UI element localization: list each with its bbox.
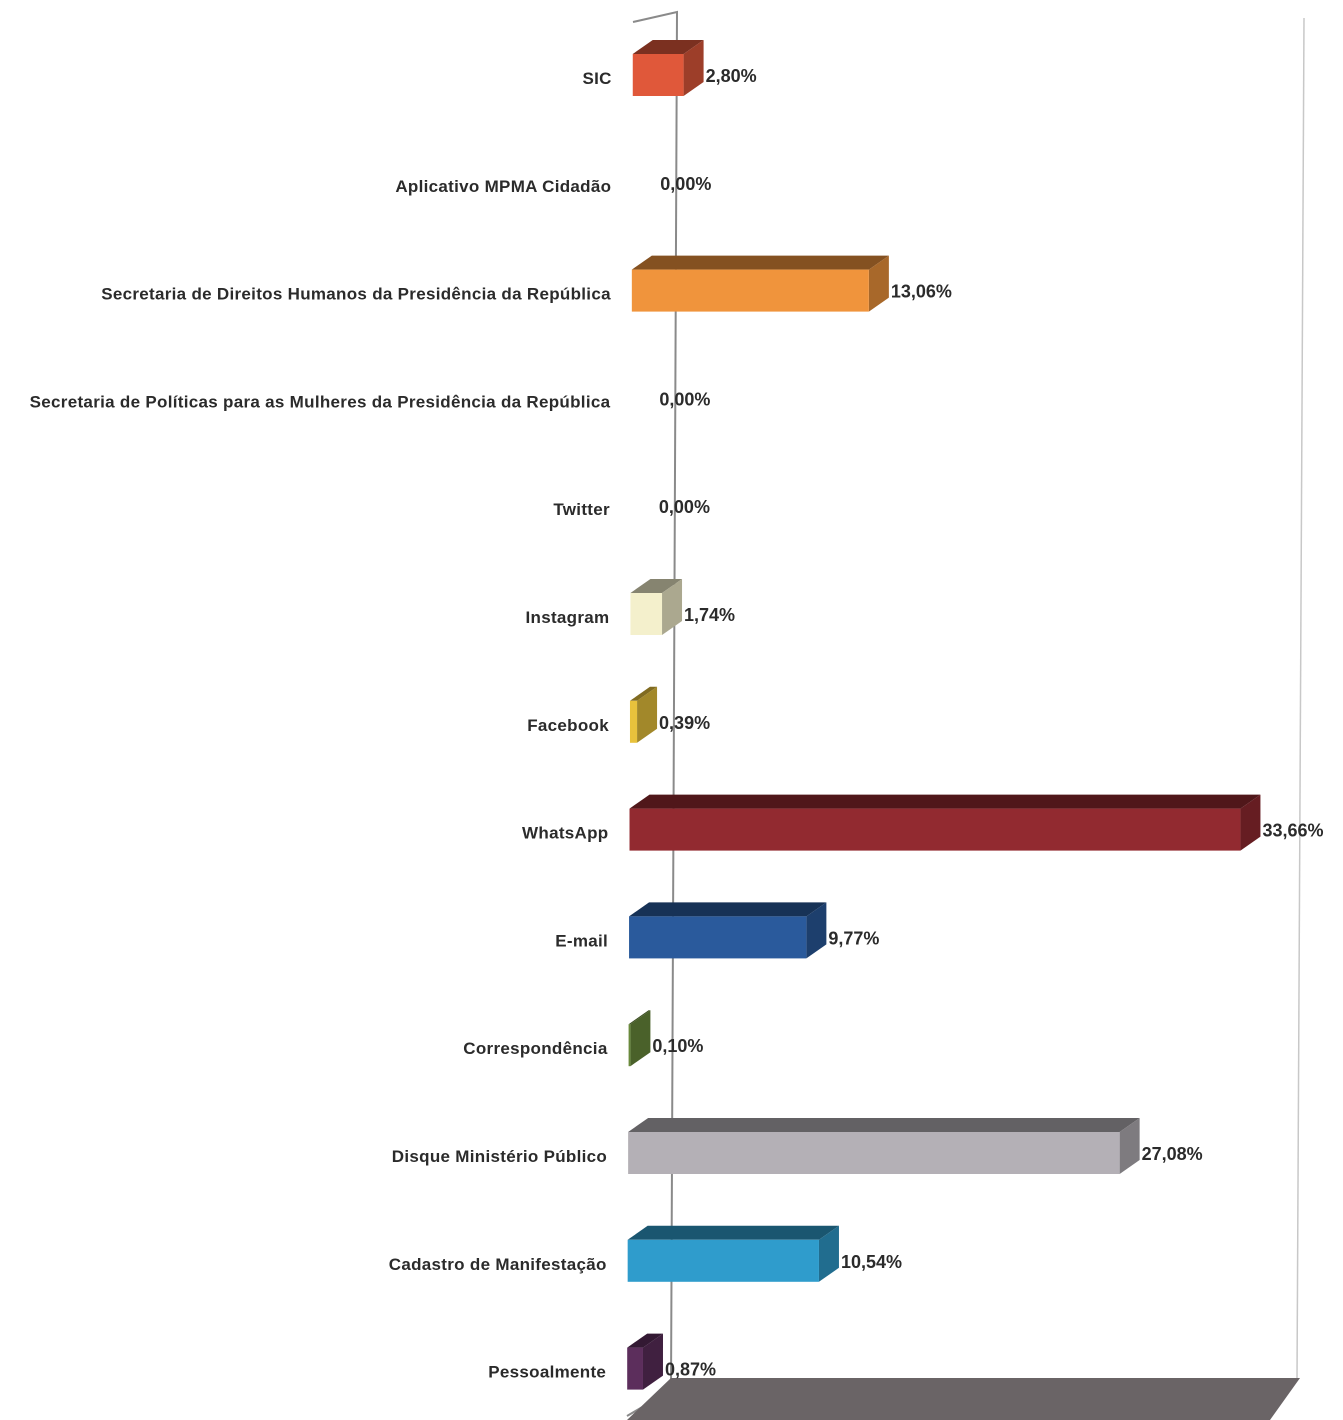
bar-8: [629, 902, 827, 959]
value-label-9: 0,10%: [652, 1036, 703, 1056]
category-label-8: E-mail: [555, 931, 608, 950]
bar-top-face: [627, 1225, 839, 1240]
bar-7: [629, 794, 1261, 851]
value-label-0: 2,80%: [706, 66, 757, 86]
category-label-11: Cadastro de Manifestação: [389, 1255, 607, 1274]
value-label-6: 0,39%: [659, 713, 710, 733]
bar-side-face: [1240, 794, 1261, 851]
bar-side-face: [683, 40, 704, 96]
category-label-5: Instagram: [525, 608, 609, 627]
bar-9: [628, 1010, 651, 1067]
bar-side-face: [818, 1225, 839, 1282]
category-label-3: Secretaria de Políticas para as Mulheres…: [30, 392, 611, 411]
bar-side-face: [662, 579, 683, 635]
bar-front-face: [629, 808, 1241, 851]
bar-side-face: [630, 1010, 651, 1067]
bar-top-face: [631, 255, 889, 270]
bar-12: [627, 1333, 663, 1390]
bar-10: [628, 1118, 1140, 1174]
category-label-7: WhatsApp: [522, 824, 608, 843]
value-label-12: 0,87%: [665, 1360, 716, 1380]
value-label-3: 0,00%: [659, 389, 710, 409]
category-label-6: Facebook: [527, 716, 609, 735]
category-label-12: Pessoalmente: [488, 1363, 606, 1382]
value-label-4: 0,00%: [659, 497, 710, 517]
category-label-2: Secretaria de Direitos Humanos da Presid…: [101, 285, 611, 304]
bar-0: [632, 40, 704, 96]
bar-front-face: [632, 54, 684, 96]
bar-11: [627, 1225, 839, 1282]
category-label-10: Disque Ministério Público: [392, 1147, 607, 1166]
chart-walls: [626, 10, 1305, 1420]
bar-side-face: [1119, 1118, 1140, 1174]
bar-front-face: [629, 700, 638, 743]
bar-top-face: [629, 686, 658, 701]
bar-6: [629, 686, 658, 743]
category-label-9: Correspondência: [463, 1039, 608, 1058]
bar-top-face: [628, 1010, 651, 1025]
bar-top-face: [628, 1118, 1140, 1132]
value-labels: 2,80% 0,00% 13,06% 0,00% 0,00% 1,74% 0,39% 33,6…: [652, 66, 1323, 1380]
bar-series: [627, 40, 1261, 1390]
category-labels: SIC Aplicativo MPMA Cidadão Secretaria de …: [30, 69, 612, 1382]
bar-2: [631, 255, 889, 312]
bar-front-face: [627, 1239, 819, 1282]
category-label-4: Twitter: [553, 500, 610, 519]
category-label-0: SIC: [583, 69, 612, 88]
back-wall-right-edge: [1296, 17, 1305, 1381]
bar-side-face: [637, 686, 658, 743]
value-label-10: 27,08%: [1142, 1144, 1203, 1164]
bar-front-face: [631, 269, 869, 312]
chart-floor: [627, 1378, 1300, 1420]
bar-front-face: [627, 1347, 643, 1390]
bar-top-face: [632, 40, 704, 54]
category-label-1: Aplicativo MPMA Cidadão: [395, 177, 611, 196]
bar-front-face: [628, 1132, 1120, 1174]
value-label-2: 13,06%: [891, 282, 952, 302]
value-label-7: 33,66%: [1262, 821, 1323, 841]
value-label-8: 9,77%: [828, 928, 879, 948]
bar-5: [630, 579, 683, 635]
bar-front-face: [630, 593, 663, 635]
bar-front-face: [628, 1024, 631, 1067]
bar-top-face: [630, 579, 683, 593]
value-label-5: 1,74%: [684, 605, 735, 625]
bar-side-face: [806, 902, 827, 959]
bar-top-face: [627, 1333, 663, 1348]
value-label-11: 10,54%: [841, 1252, 902, 1272]
bar-side-face: [868, 255, 889, 312]
bar-top-face: [629, 902, 827, 917]
bar-front-face: [629, 916, 807, 959]
bar-side-face: [642, 1333, 663, 1390]
bar-top-face: [629, 794, 1261, 809]
value-label-1: 0,00%: [660, 174, 711, 194]
